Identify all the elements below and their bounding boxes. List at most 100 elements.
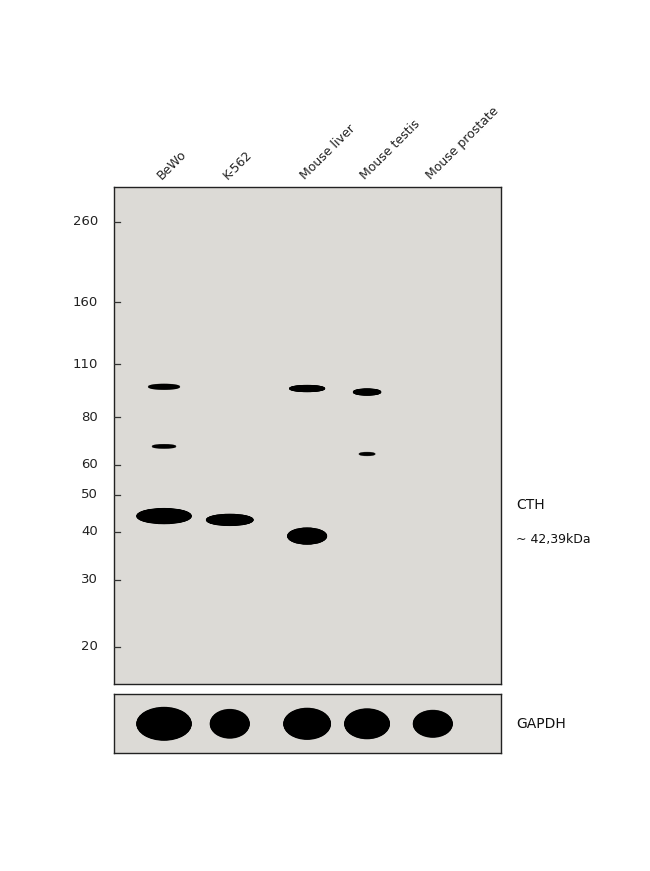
Ellipse shape — [138, 510, 189, 522]
Ellipse shape — [211, 710, 249, 738]
Ellipse shape — [288, 529, 326, 544]
Ellipse shape — [354, 389, 380, 395]
Ellipse shape — [346, 713, 388, 734]
Ellipse shape — [211, 711, 249, 737]
Ellipse shape — [291, 386, 324, 391]
Ellipse shape — [290, 386, 324, 391]
Ellipse shape — [286, 714, 328, 733]
Text: 160: 160 — [73, 295, 98, 308]
Ellipse shape — [207, 515, 252, 524]
Ellipse shape — [291, 387, 323, 390]
Ellipse shape — [415, 714, 451, 733]
Ellipse shape — [290, 531, 324, 541]
Ellipse shape — [138, 712, 190, 736]
Ellipse shape — [290, 386, 324, 391]
Ellipse shape — [212, 715, 248, 733]
Ellipse shape — [139, 714, 188, 733]
Ellipse shape — [213, 716, 247, 732]
Ellipse shape — [291, 387, 323, 390]
Ellipse shape — [211, 712, 248, 735]
Ellipse shape — [291, 387, 323, 390]
Ellipse shape — [289, 530, 325, 542]
Ellipse shape — [286, 715, 328, 733]
Ellipse shape — [138, 711, 190, 737]
Ellipse shape — [211, 712, 248, 736]
Ellipse shape — [138, 510, 190, 522]
Ellipse shape — [149, 385, 179, 389]
Ellipse shape — [359, 453, 374, 456]
Ellipse shape — [140, 512, 188, 520]
Ellipse shape — [149, 384, 179, 389]
Ellipse shape — [284, 708, 330, 739]
Ellipse shape — [414, 712, 452, 735]
Ellipse shape — [213, 717, 247, 731]
Ellipse shape — [140, 715, 188, 733]
Text: Mouse liver: Mouse liver — [298, 122, 358, 182]
Ellipse shape — [354, 390, 380, 394]
Ellipse shape — [207, 515, 253, 525]
Ellipse shape — [137, 708, 191, 739]
Ellipse shape — [212, 714, 248, 733]
Ellipse shape — [291, 386, 324, 391]
Ellipse shape — [149, 385, 179, 389]
Ellipse shape — [346, 715, 387, 733]
Ellipse shape — [150, 385, 179, 388]
Ellipse shape — [289, 530, 326, 543]
Ellipse shape — [286, 716, 328, 732]
Ellipse shape — [414, 712, 452, 736]
Ellipse shape — [289, 530, 325, 542]
Ellipse shape — [346, 711, 389, 737]
Ellipse shape — [211, 711, 249, 737]
Ellipse shape — [211, 713, 248, 734]
Text: 30: 30 — [81, 573, 98, 586]
Ellipse shape — [208, 516, 252, 524]
Ellipse shape — [138, 510, 190, 522]
Ellipse shape — [153, 445, 175, 448]
Ellipse shape — [414, 713, 451, 734]
Ellipse shape — [138, 510, 190, 523]
Ellipse shape — [139, 712, 189, 735]
Ellipse shape — [415, 716, 450, 732]
Ellipse shape — [139, 714, 189, 733]
Ellipse shape — [209, 517, 251, 523]
Ellipse shape — [289, 530, 326, 542]
Ellipse shape — [413, 711, 452, 737]
Ellipse shape — [290, 386, 324, 391]
Ellipse shape — [153, 445, 176, 448]
Ellipse shape — [415, 717, 450, 731]
Ellipse shape — [346, 712, 388, 735]
Ellipse shape — [140, 715, 188, 733]
Ellipse shape — [290, 386, 324, 391]
Ellipse shape — [359, 453, 374, 456]
Ellipse shape — [291, 387, 323, 390]
Ellipse shape — [355, 390, 380, 394]
Ellipse shape — [212, 715, 248, 733]
Ellipse shape — [213, 716, 247, 732]
Ellipse shape — [291, 387, 323, 390]
Ellipse shape — [208, 516, 252, 523]
Ellipse shape — [289, 531, 325, 541]
Ellipse shape — [285, 711, 330, 737]
Ellipse shape — [346, 712, 389, 736]
Ellipse shape — [212, 714, 248, 733]
Ellipse shape — [137, 510, 190, 523]
Ellipse shape — [140, 512, 188, 520]
Text: 60: 60 — [81, 458, 98, 471]
Ellipse shape — [360, 453, 374, 455]
Ellipse shape — [354, 389, 380, 395]
Ellipse shape — [354, 390, 380, 395]
Ellipse shape — [207, 516, 252, 524]
Ellipse shape — [207, 516, 252, 524]
Ellipse shape — [289, 530, 325, 542]
Ellipse shape — [413, 711, 452, 737]
Ellipse shape — [289, 530, 326, 543]
Ellipse shape — [138, 510, 190, 523]
Ellipse shape — [347, 717, 387, 731]
Ellipse shape — [354, 389, 380, 395]
Ellipse shape — [209, 517, 251, 523]
Ellipse shape — [211, 712, 248, 735]
Ellipse shape — [347, 716, 387, 732]
Ellipse shape — [153, 445, 175, 448]
Text: Mouse prostate: Mouse prostate — [424, 105, 501, 182]
Ellipse shape — [211, 710, 249, 738]
